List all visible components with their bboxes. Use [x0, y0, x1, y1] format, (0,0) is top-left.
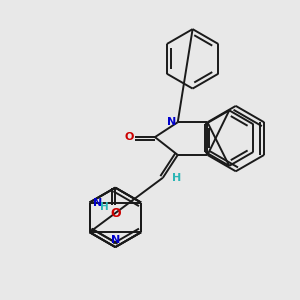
Text: N: N — [93, 197, 102, 208]
Text: H: H — [172, 173, 182, 183]
Text: O: O — [124, 132, 134, 142]
Text: H: H — [100, 202, 109, 212]
Text: N: N — [167, 117, 176, 127]
Text: O: O — [110, 207, 121, 220]
Text: N: N — [111, 235, 120, 245]
